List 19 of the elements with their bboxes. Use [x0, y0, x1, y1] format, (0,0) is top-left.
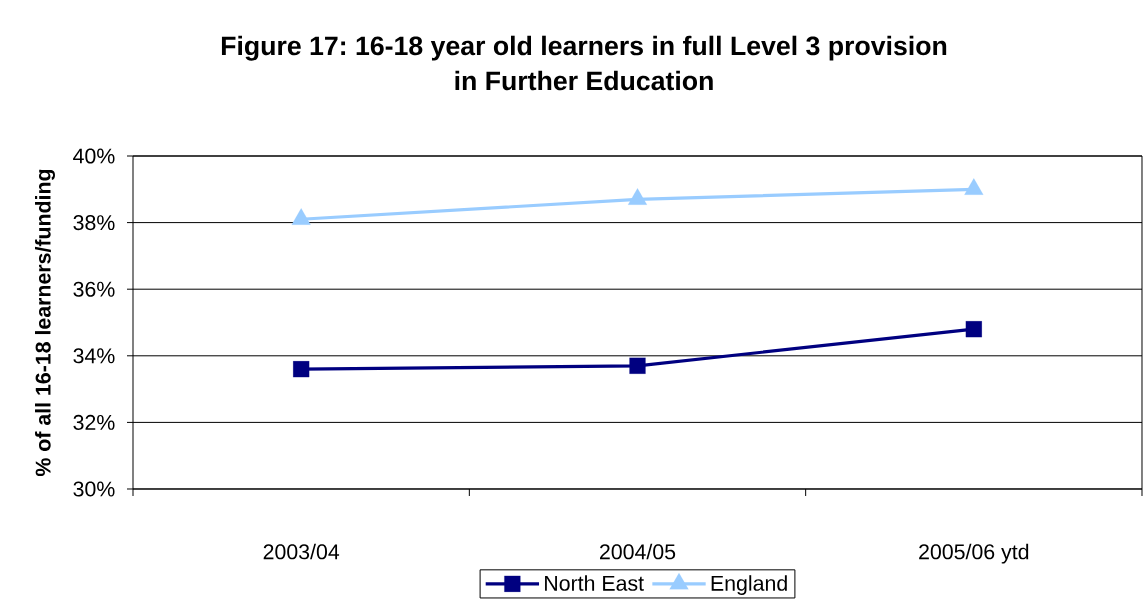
y-axis-title: % of all 16-18 learners/funding [35, 169, 55, 477]
point [627, 188, 648, 205]
y-tick-label: 36% [73, 281, 115, 297]
point [965, 321, 982, 338]
y-tick-label: 32% [73, 414, 115, 430]
legend-label: North East [545, 575, 644, 591]
x-tick-label: 2003/04 [263, 543, 340, 560]
point [964, 178, 984, 195]
x-tick-label: 2004/05 [600, 543, 676, 560]
y-tick-label: 30% [73, 481, 115, 497]
point [291, 208, 311, 225]
y-tick-label: 34% [73, 348, 115, 364]
legend-label: England [711, 575, 787, 596]
chart-title: Figure 17: 16-18 year old learners in full Level 3 provision in Further Education [221, 35, 947, 91]
point [293, 361, 310, 378]
x-tick-label: 2005/06 ytd [919, 543, 1029, 564]
y-tick-label: 40% [73, 148, 115, 164]
y-tick-label: 38% [73, 215, 115, 231]
point [629, 357, 646, 374]
